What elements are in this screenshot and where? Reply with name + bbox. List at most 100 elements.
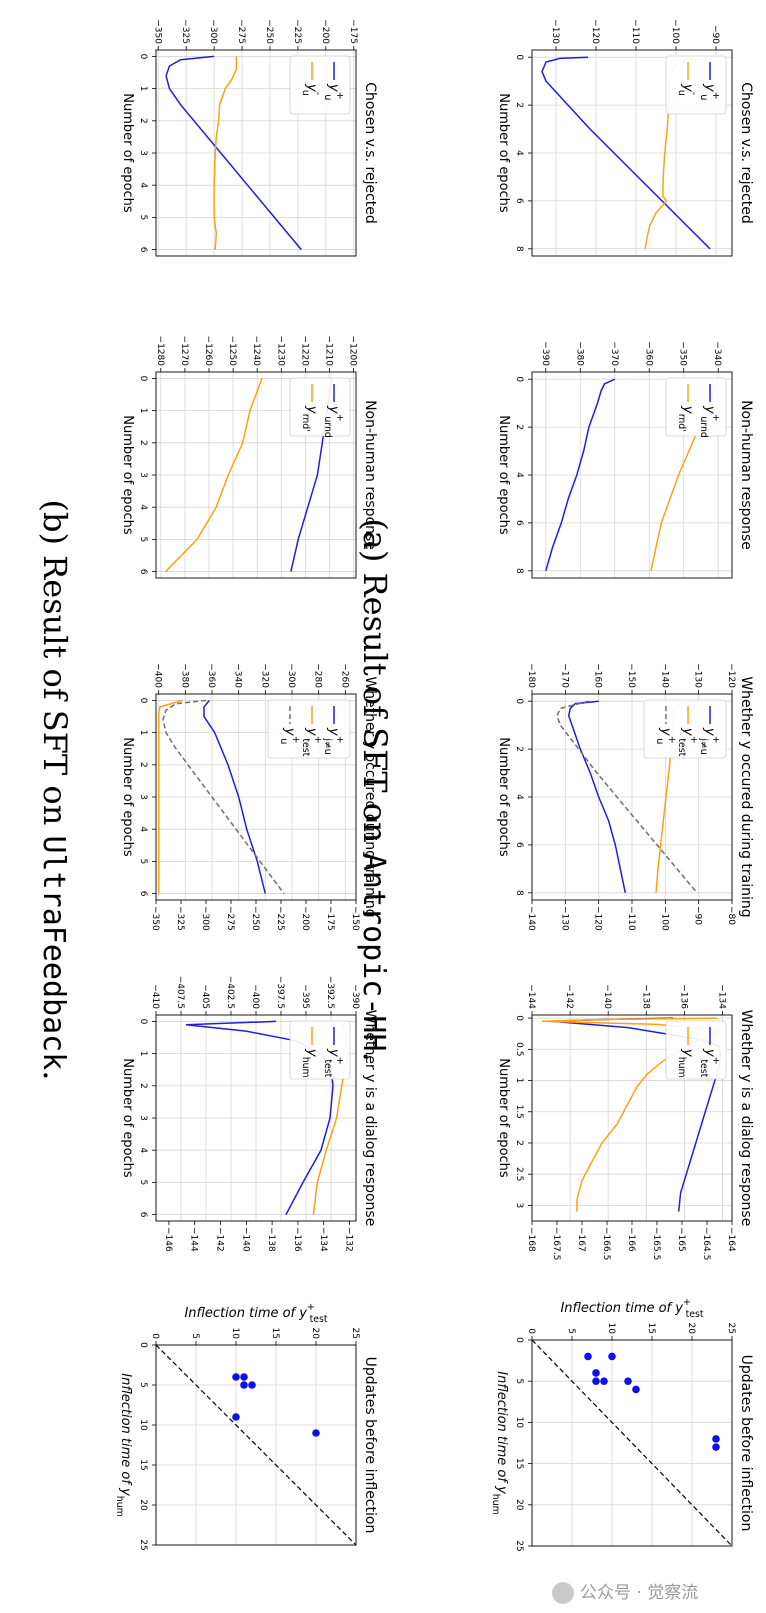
x-tick-label: 5 (138, 215, 148, 221)
y-tick-label: −200 (320, 19, 330, 44)
y-tick-label: −350 (152, 19, 162, 44)
x-tick-label: 5 (514, 1378, 524, 1384)
scatter-point (592, 1369, 600, 1377)
y-tick-label: −250 (264, 19, 274, 44)
y-tick-label: −134 (716, 984, 726, 1009)
x-axis-label: Number of epochs (496, 93, 511, 213)
x-tick-label: 2 (138, 440, 148, 446)
y-tick-label: −120 (590, 19, 600, 44)
x-tick-label: 6 (138, 1212, 148, 1218)
series-line (541, 1017, 723, 1212)
x-tick-label: 6 (138, 891, 148, 897)
y-tick-label: −130 (693, 663, 703, 688)
x-tick-label: 0 (138, 1019, 148, 1025)
x-axis-label: Inflection time of yhum (114, 1373, 133, 1516)
x-tick-label: 6 (514, 842, 524, 848)
series-line (213, 56, 238, 250)
y-tick-label: −225 (292, 19, 302, 44)
y-tick-label: −1230 (275, 336, 285, 367)
chart-title: Updates before inflection (362, 1357, 378, 1534)
y2-tick-label: −90 (693, 906, 703, 925)
y2-tick-label: −130 (559, 906, 569, 931)
y-tick-label: −90 (710, 25, 720, 44)
y-tick-label: −120 (726, 663, 736, 688)
x-tick-label: 0 (138, 1342, 148, 1348)
x-tick-label: 6 (138, 569, 148, 575)
y2-tick-label: −138 (266, 1227, 276, 1252)
chart-title: Chosen v.s. rejected (738, 82, 754, 224)
y-tick-label: 20 (310, 1328, 320, 1340)
scatter-point (608, 1352, 616, 1361)
y-tick-label: −260 (339, 663, 349, 688)
scatter-point (592, 1377, 600, 1385)
x-tick-label: 5 (138, 859, 148, 865)
y2-tick-label: −144 (189, 1227, 199, 1252)
y-tick-label: −140 (659, 663, 669, 688)
y2-tick-label: −110 (626, 906, 636, 931)
series-line (165, 378, 263, 573)
x-tick-label: 2 (138, 118, 148, 124)
x-tick-label: 6 (138, 247, 148, 253)
y-tick-label: −1270 (179, 336, 189, 367)
legend-label: y+test (322, 1048, 345, 1078)
x-tick-label: 2 (514, 1140, 524, 1146)
chart-b3: 0 1 2 3 4 5 6 −400 −380 −360 −340 −320 −300 −280 −260 −… (120, 663, 378, 931)
y2-tick-label: −132 (344, 1227, 354, 1252)
caption-a: (a) Result of SFT on Antropic-HH. (356, 518, 394, 1061)
scatter-point (240, 1381, 248, 1389)
legend-box (289, 1020, 351, 1080)
y2-tick-label: −167.5 (551, 1227, 561, 1260)
y-axis-label: Inflection time of y+ test (560, 1297, 703, 1320)
chart-a3: 0 2 4 6 8 −180 −170 −160 −150 −140 −130 −120 −140 −13… (496, 663, 754, 931)
y-tick-label: 25 (726, 1323, 736, 1334)
y2-tick-label: −164.5 (701, 1227, 711, 1260)
y-tick-label: −1240 (251, 336, 261, 367)
legend-label: y+urnd (322, 405, 345, 438)
y2-tick-label: −175 (325, 906, 335, 931)
legend-label: y+u (698, 83, 721, 100)
legend-label: y+u (322, 83, 345, 100)
y-tick-label: −100 (670, 19, 680, 44)
scatter-point (248, 1381, 256, 1389)
legend-label: yhum (676, 1048, 695, 1078)
x-axis-label: Number of epochs (120, 93, 135, 213)
y-tick-label: −1200 (348, 336, 358, 367)
series-line (203, 699, 267, 894)
y2-tick-label: −140 (240, 1227, 250, 1252)
legend-label: y+j≠u (698, 727, 721, 755)
x-axis-label: Number of epochs (120, 737, 135, 857)
x-tick-label: 15 (138, 1459, 148, 1470)
legend: y+uy-u (665, 55, 727, 115)
chart-a2: 0 2 4 6 8 −390 −380 −370 −360 −350 −340 Non-human r… (496, 341, 754, 579)
x-tick-label: 0 (514, 54, 524, 60)
y-tick-label: −170 (559, 663, 569, 688)
legend-label: yhum (300, 1048, 319, 1078)
legend-box (289, 55, 351, 115)
y-tick-label: −1210 (323, 336, 333, 367)
scatter-point (584, 1352, 592, 1361)
x-tick-label: 1 (514, 1078, 524, 1084)
x-tick-label: 20 (138, 1499, 148, 1511)
x-tick-label: 4 (138, 1147, 148, 1153)
x-tick-label: 0 (514, 1015, 524, 1021)
x-tick-label: 0 (138, 376, 148, 382)
caption-b: (b) Result of SFT on UltraFeedback. (36, 500, 74, 1081)
chart-title: Whether y occured during training (362, 676, 378, 917)
legend-box (665, 55, 727, 115)
y2-tick-label: −164 (726, 1227, 736, 1252)
y-tick-label: −130 (550, 19, 560, 44)
x-tick-label: 2 (138, 762, 148, 768)
watermark-logo-icon (552, 1582, 574, 1604)
x-tick-label: 4 (514, 150, 524, 156)
x-tick-label: 2 (514, 102, 524, 108)
x-tick-label: 6 (514, 198, 524, 204)
y-tick-label: −400 (153, 663, 163, 688)
y-tick-label: −110 (630, 19, 640, 44)
y2-tick-label: −150 (350, 906, 360, 931)
y-tick-label: 25 (350, 1328, 360, 1339)
legend-label: y+u (278, 727, 301, 744)
x-tick-label: 3 (514, 1203, 524, 1209)
y-tick-label: −275 (236, 19, 246, 44)
y-tick-label: −142 (564, 984, 574, 1009)
